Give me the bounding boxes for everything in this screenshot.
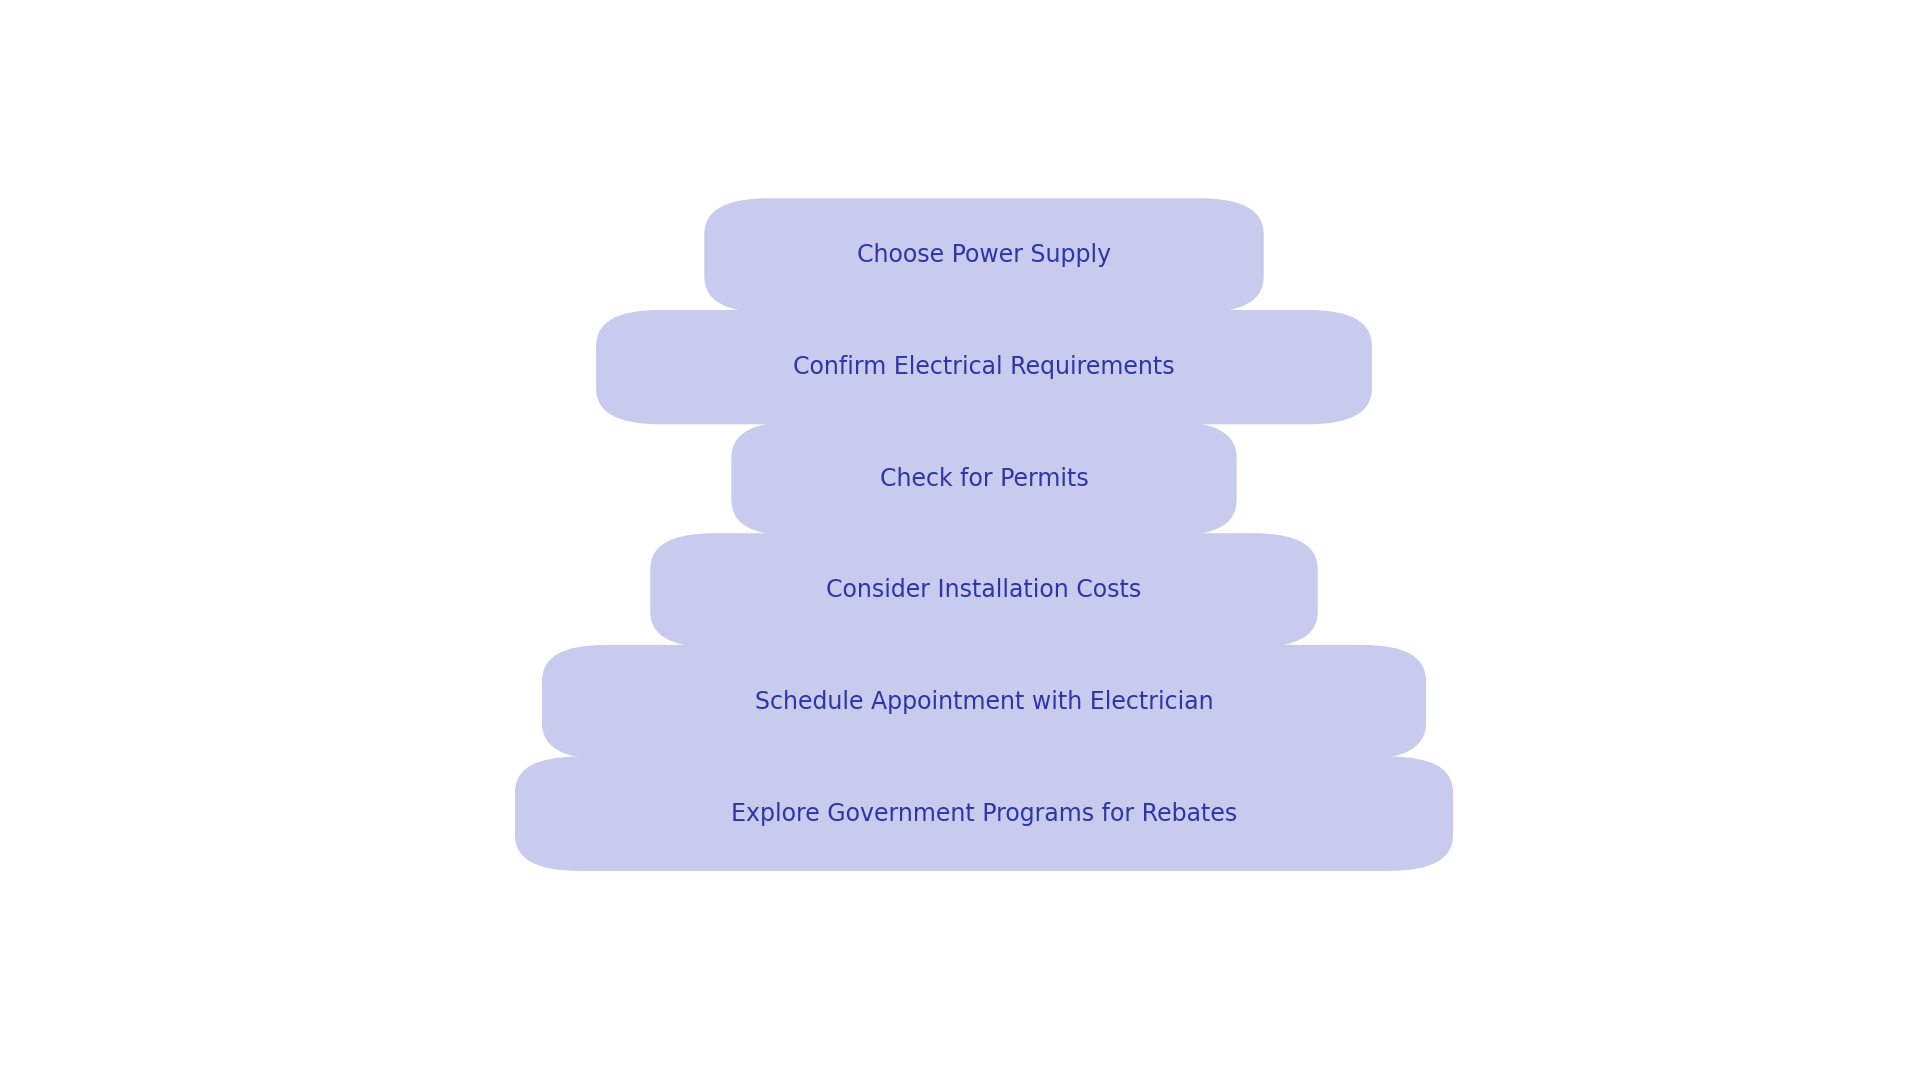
Text: Schedule Appointment with Electrician: Schedule Appointment with Electrician (755, 690, 1213, 714)
Text: Confirm Electrical Requirements: Confirm Electrical Requirements (793, 355, 1175, 379)
Text: Check for Permits: Check for Permits (879, 467, 1089, 491)
Text: Consider Installation Costs: Consider Installation Costs (826, 578, 1142, 602)
Text: Explore Government Programs for Rebates: Explore Government Programs for Rebates (732, 801, 1236, 825)
FancyBboxPatch shape (732, 421, 1236, 536)
FancyBboxPatch shape (515, 757, 1453, 871)
FancyBboxPatch shape (541, 644, 1427, 759)
FancyBboxPatch shape (595, 310, 1373, 425)
FancyBboxPatch shape (705, 198, 1263, 313)
FancyBboxPatch shape (651, 533, 1317, 648)
Text: Choose Power Supply: Choose Power Supply (856, 244, 1112, 268)
